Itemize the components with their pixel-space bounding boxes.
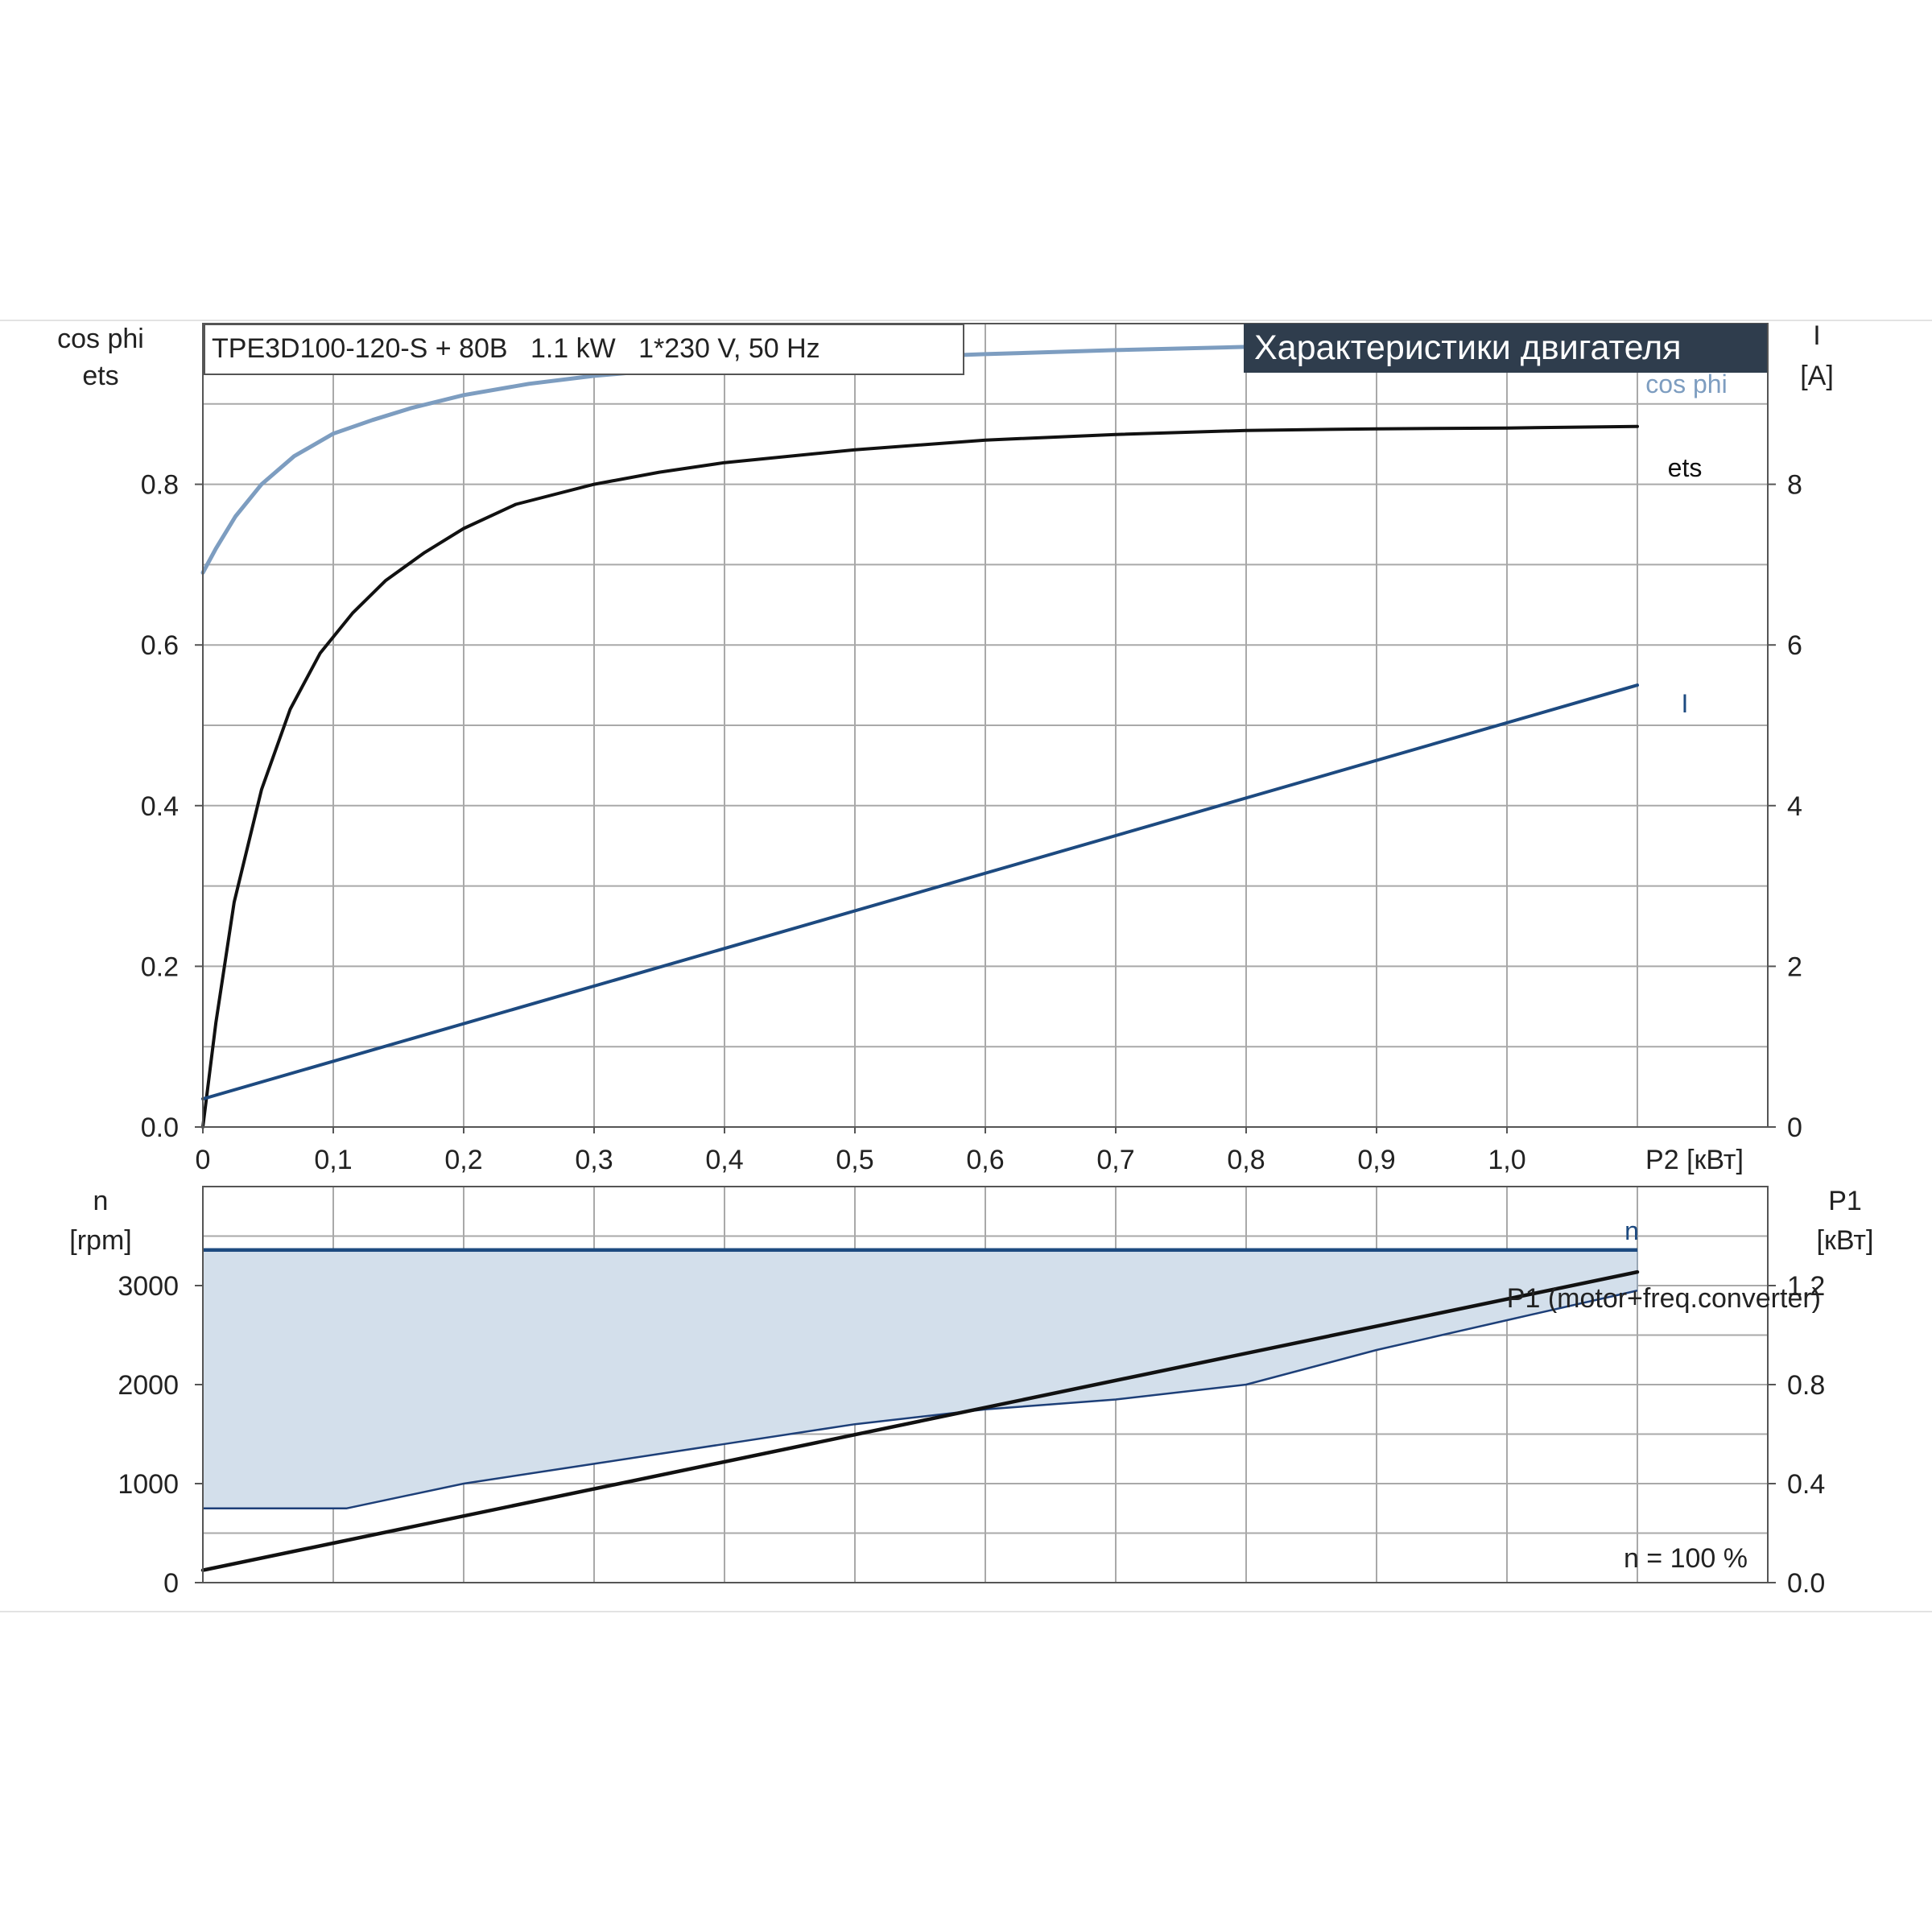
product-label: TPE3D100-120-S + 80B 1.1 kW 1*230 V, 50 … [212,333,820,364]
bottom-chart-ticks: 0 1000 2000 3000 0.0 0.4 0.8 1.2 [118,1271,1825,1599]
y-left-tick-label: 0.0 [141,1113,179,1143]
y-left-tick-label: 0.8 [141,470,179,501]
y-right-label-current-unit: [A] [1800,361,1834,391]
x-tick-label: 0,9 [1357,1145,1395,1175]
y-right-label-current: I [1813,320,1820,351]
bottom-chart-series [200,1248,1640,1572]
y-left-label-ets: ets [82,361,118,391]
y-left-tick-label: 0 [163,1568,179,1599]
y-right-tick-label: 0.8 [1787,1370,1825,1401]
y-left-tick-label: 3000 [118,1271,179,1302]
p1-curve [200,1269,1640,1572]
series-label-ets: ets [1668,453,1703,482]
ets-curve [201,424,1639,1129]
x-tick-label: 0,1 [314,1145,352,1175]
y-right-tick-label: 0.4 [1787,1469,1825,1500]
y-right-tick-label: 0 [1787,1113,1802,1143]
x-axis-label: P2 [кВт] [1645,1145,1744,1175]
y-right-tick-label: 4 [1787,791,1802,822]
x-tick-label: 1,0 [1488,1145,1525,1175]
x-tick-label: 0 [196,1145,211,1175]
x-tick-label: 0,2 [444,1145,482,1175]
series-label-p1: P1 (motor+freq.converter) [1507,1283,1821,1314]
series-label-speed: n [1624,1216,1639,1245]
x-tick-label: 0,4 [705,1145,743,1175]
y-left-tick-label: 2000 [118,1370,179,1401]
section-title-box [1244,324,1767,373]
y-right-label-power: P1 [1828,1186,1862,1216]
y-right-label-power-unit: [кВт] [1817,1225,1874,1256]
speed-annotation: n = 100 % [1624,1543,1748,1574]
cos-phi-curve [200,337,1640,575]
y-left-label-cos-phi: cos phi [57,324,144,354]
x-tick-label: 0,7 [1096,1145,1134,1175]
x-tick-label: 0,3 [575,1145,613,1175]
y-right-tick-label: 8 [1787,470,1802,501]
y-left-tick-label: 0.4 [141,791,179,822]
y-left-tick-label: 0.2 [141,952,179,982]
y-left-label-speed-unit: [rpm] [69,1225,131,1256]
series-label-current: I [1682,689,1689,718]
motor-performance-chart: 0 0,1 0,2 0,3 0,4 0,5 0,6 0,7 0,8 0,9 1,0 0.0 0.2 0.4… [57,320,1834,1175]
product-label-box [204,324,964,375]
speed-min-curve [203,1289,1638,1510]
top-chart-grid [203,324,1768,1127]
y-right-tick-label: 6 [1787,630,1802,661]
series-label-cos-phi: cos phi [1645,369,1727,398]
speed-power-chart: 0 1000 2000 3000 0.0 0.4 0.8 1.2 n [rpm] P1 [кВ… [69,1186,1873,1599]
y-left-tick-label: 0.6 [141,630,179,661]
x-tick-label: 0,8 [1227,1145,1265,1175]
current-curve [201,683,1639,1101]
speed-range-area [203,1249,1637,1509]
y-left-tick-label: 1000 [118,1469,179,1500]
top-chart-series [200,337,1640,1129]
y-right-tick-label: 0.0 [1787,1568,1825,1599]
top-chart-ticks: 0 0,1 0,2 0,3 0,4 0,5 0,6 0,7 0,8 0,9 1,0 0.0 0.2 0.4… [141,470,1802,1175]
y-right-tick-label: 1.2 [1787,1271,1825,1302]
x-tick-label: 0,6 [966,1145,1004,1175]
x-tick-label: 0,5 [836,1145,873,1175]
y-right-tick-label: 2 [1787,952,1802,982]
section-title: Характеристики двигателя [1254,328,1682,367]
y-left-label-speed: n [93,1186,109,1216]
